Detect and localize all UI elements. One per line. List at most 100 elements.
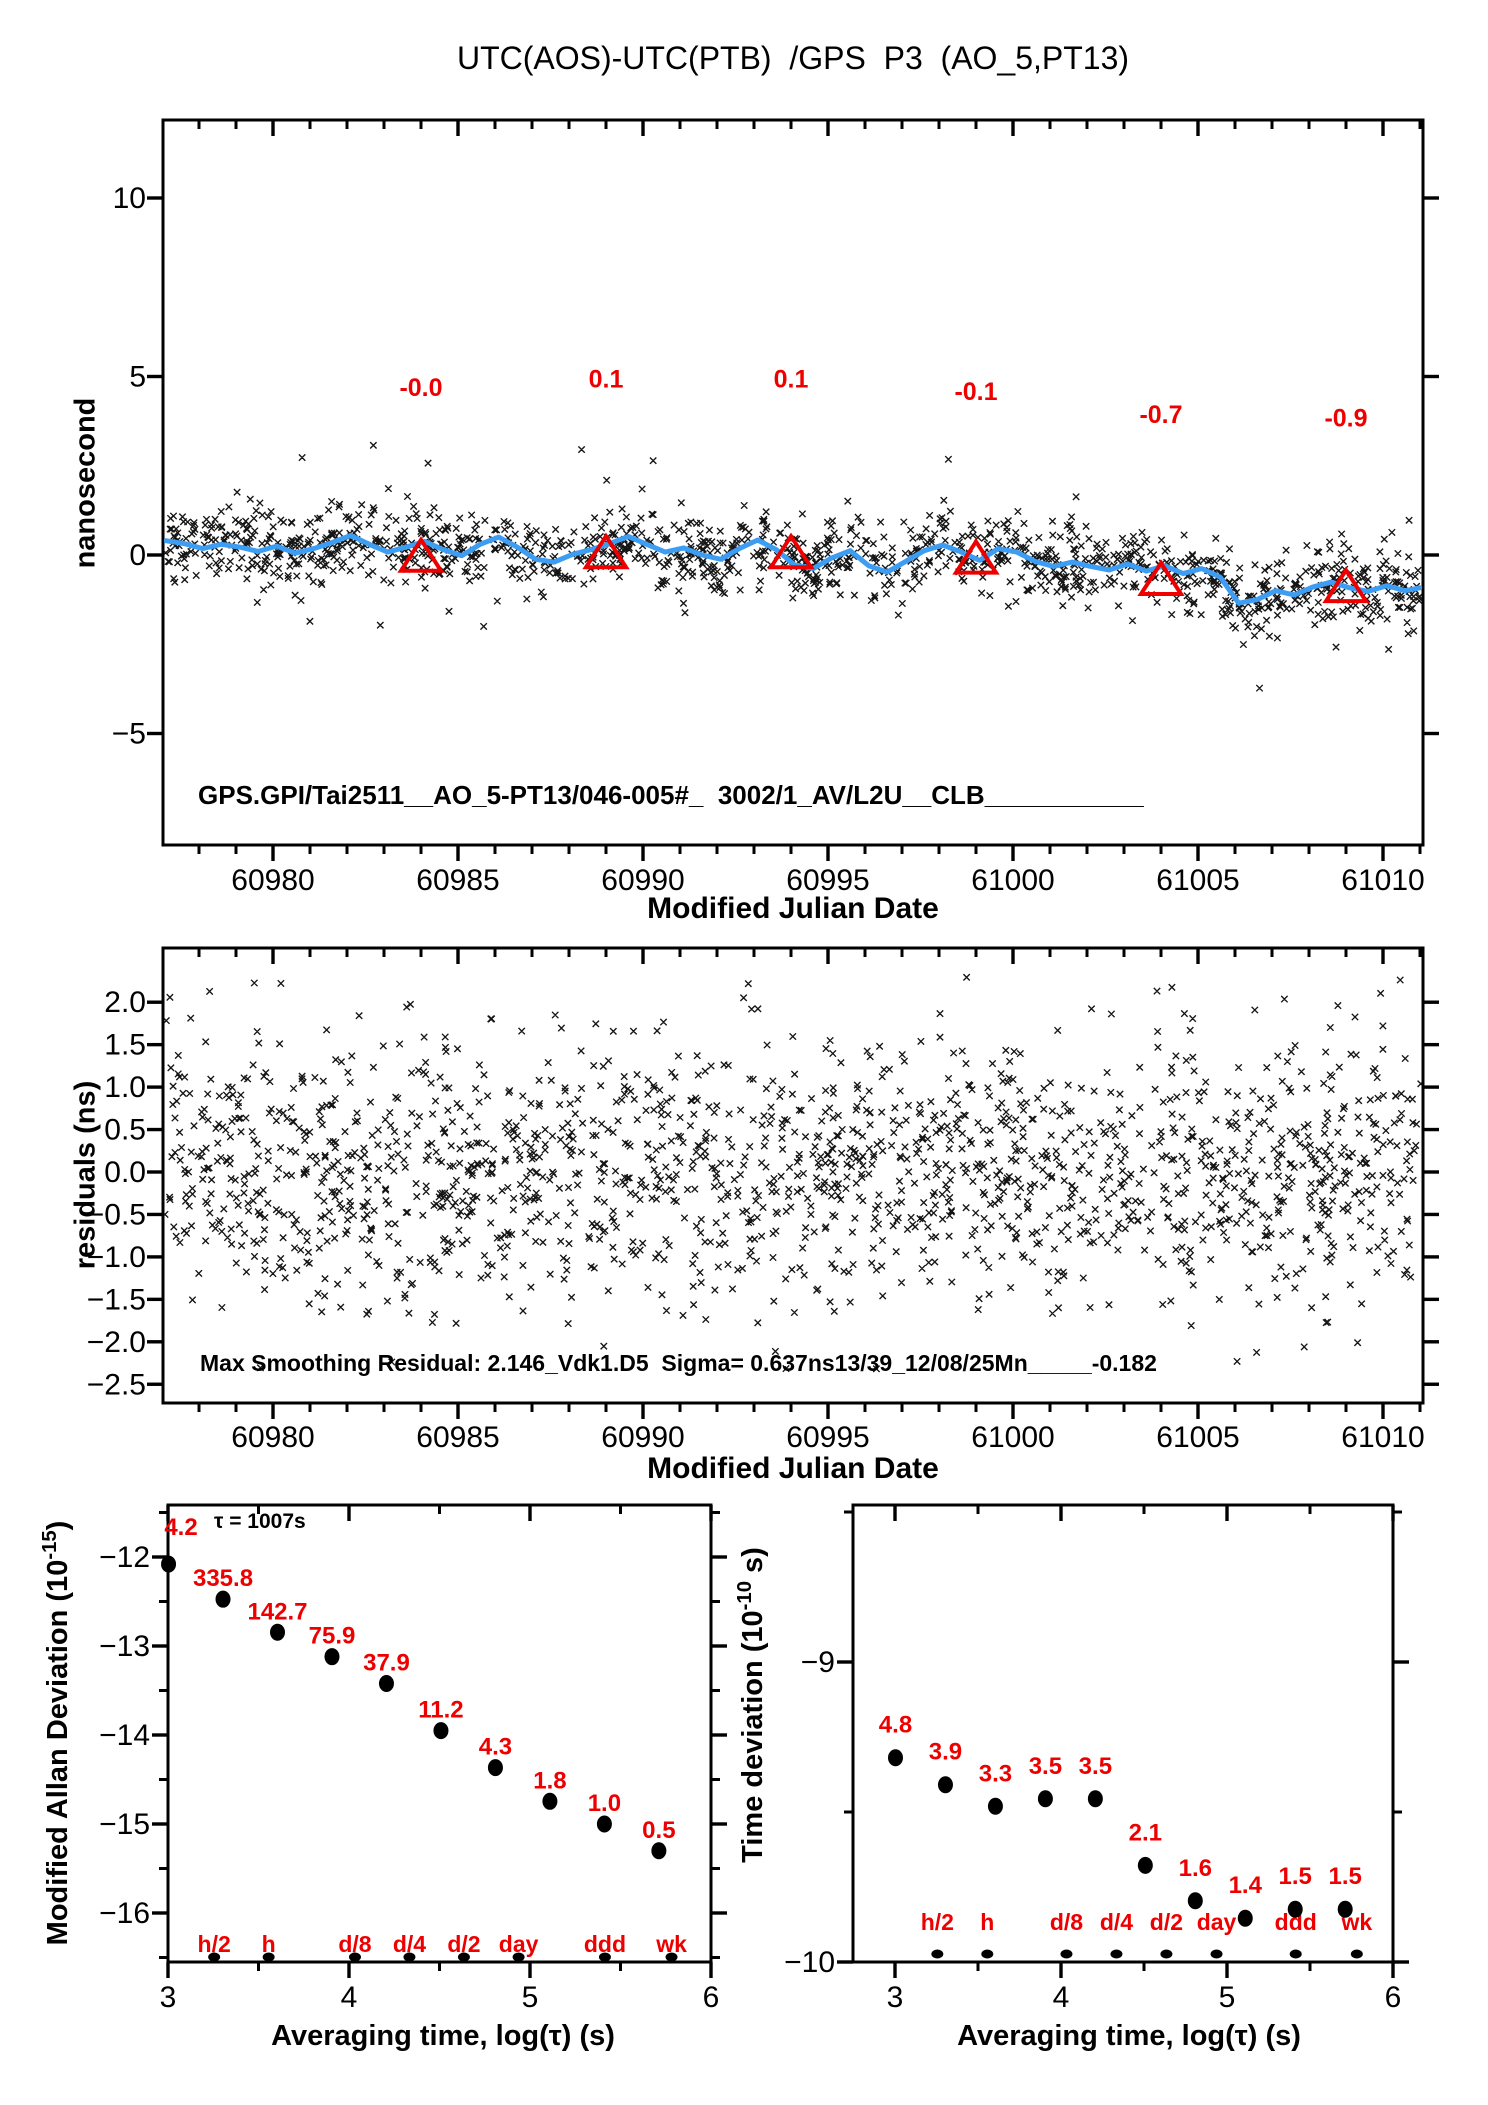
svg-text:1.6: 1.6 [1179, 1855, 1212, 1882]
residuals-frame: 60980 60985 60990 60995 61000 61005 61010 2.0 1.… [87, 946, 1439, 1454]
svg-text:d/2: d/2 [447, 1931, 480, 1957]
tdev-data-point [937, 1776, 953, 1794]
mdev-yaxis-exponent: -15 [39, 1530, 62, 1560]
svg-text:5: 5 [129, 361, 146, 394]
mdev-data-point [215, 1590, 231, 1608]
time-marker-dot [1210, 1949, 1223, 1959]
svg-text:60990: 60990 [601, 864, 684, 897]
svg-text:h/2: h/2 [198, 1931, 231, 1957]
mdev-data-point [324, 1648, 340, 1666]
mdev-data-point [161, 1555, 177, 1573]
svg-text:wk: wk [655, 1931, 687, 1957]
mdev-data-point [378, 1674, 394, 1692]
svg-text:4: 4 [341, 1981, 358, 2014]
svg-text:60985: 60985 [416, 864, 499, 897]
svg-text:1.4: 1.4 [1229, 1872, 1263, 1899]
svg-text:d/8: d/8 [338, 1931, 371, 1957]
svg-text:0.1: 0.1 [589, 365, 624, 393]
mid-xaxis-title: Modified Julian Date [647, 1452, 939, 1485]
time-marker-dot [981, 1949, 994, 1959]
tdev-data-point [1137, 1856, 1153, 1874]
svg-text:75.9: 75.9 [309, 1623, 356, 1650]
svg-text:−2.5: −2.5 [87, 1368, 146, 1401]
svg-text:1.0: 1.0 [104, 1071, 146, 1104]
svg-text:4.2: 4.2 [164, 1514, 197, 1541]
svg-text:61005: 61005 [1156, 864, 1239, 897]
top-plot-annotation: GPS.GPI/Tai2511__AO_5-PT13/046-005#_ 300… [198, 780, 1144, 810]
tdev-yaxis-title: Time deviation (10-10 s) [734, 1547, 770, 1863]
tdev-xaxis-title: Averaging time, log(τ) (s) [957, 2020, 1301, 2052]
svg-text:−15: −15 [99, 1808, 150, 1841]
tau-annotation: τ = 1007s [214, 1510, 306, 1533]
svg-text:−16: −16 [99, 1897, 150, 1930]
tdev-data-point [987, 1797, 1003, 1815]
mdev-data-point [433, 1722, 449, 1740]
utc_diff-frame: 60980 60985 60990 60995 61000 61005 61010 10 5 0 −… [112, 118, 1439, 897]
svg-text:60980: 60980 [231, 864, 314, 897]
svg-text:61010: 61010 [1341, 1421, 1424, 1454]
svg-text:−1.5: −1.5 [87, 1283, 146, 1316]
svg-text:−2.0: −2.0 [87, 1326, 146, 1359]
svg-text:37.9: 37.9 [363, 1649, 410, 1676]
svg-text:60995: 60995 [786, 864, 869, 897]
svg-text:3.5: 3.5 [1029, 1753, 1062, 1780]
svg-text:2.1: 2.1 [1129, 1819, 1162, 1846]
mdev-points: h/2 h d/8 d/4 d/2 day ddd wk 4.2 335.8 142.775.9 37… [161, 1514, 687, 1962]
mdev-data-point [270, 1623, 286, 1641]
mdev-data-point [542, 1792, 558, 1810]
svg-text:day: day [499, 1931, 539, 1957]
tdev-data-point [887, 1749, 903, 1767]
time-marker-dot [1289, 1949, 1302, 1959]
svg-text:−12: −12 [99, 1541, 150, 1574]
svg-text:-0.0: -0.0 [399, 374, 442, 402]
svg-text:1.8: 1.8 [533, 1767, 566, 1794]
svg-text:day: day [1197, 1909, 1237, 1935]
svg-text:0.1: 0.1 [774, 365, 809, 393]
svg-text:6: 6 [1385, 1981, 1402, 2014]
mdev-yaxis-title: Modified Allan Deviation (10-15) [39, 1521, 75, 1946]
svg-text:−10: −10 [784, 1946, 835, 1979]
time-marker-dot [1060, 1949, 1073, 1959]
svg-text:d/8: d/8 [1050, 1909, 1083, 1935]
top-xaxis-title: Modified Julian Date [647, 892, 939, 925]
svg-text:3.5: 3.5 [1079, 1753, 1112, 1780]
svg-text:2.0: 2.0 [104, 986, 146, 1019]
utc_diff-calibration-triangles: -0.0 0.1 0.1 -0.1 -0.7 -0.9 [397, 365, 1370, 604]
time-marker-dot [348, 1952, 361, 1962]
svg-text:0.5: 0.5 [104, 1114, 146, 1147]
tdev-frame: 3 4 5 6 −9 −10 [784, 1503, 1409, 2014]
mdev-frame: 3 4 5 6 −12 −13 −14 −15 −16 [99, 1503, 727, 2014]
svg-text:1.5: 1.5 [1329, 1863, 1362, 1890]
time-marker-dot [931, 1949, 944, 1959]
tdev-data-point [1287, 1900, 1303, 1918]
svg-text:0.5: 0.5 [642, 1817, 675, 1844]
mid-yaxis-title: residuals (ns) [69, 1080, 102, 1270]
svg-text:6: 6 [703, 1981, 720, 2014]
svg-text:60990: 60990 [601, 1421, 684, 1454]
tdev-yaxis-suffix: s) [736, 1547, 769, 1582]
svg-text:−9: −9 [801, 1646, 835, 1679]
svg-text:5: 5 [1219, 1981, 1236, 2014]
svg-text:3: 3 [160, 1981, 177, 2014]
svg-text:60985: 60985 [416, 1421, 499, 1454]
tdev-data-point [1037, 1790, 1053, 1808]
time-marker-dot [208, 1952, 221, 1962]
tdev-yaxis-exponent: -10 [734, 1581, 757, 1611]
svg-text:3.9: 3.9 [929, 1739, 962, 1766]
utc_diff-smoothing-line [164, 532, 1422, 606]
svg-text:3: 3 [887, 1981, 904, 2014]
svg-text:0: 0 [129, 539, 146, 572]
mdev-xaxis-title: Averaging time, log(τ) (s) [271, 2020, 615, 2052]
tdev-data-point [1187, 1892, 1203, 1910]
svg-text:−0.5: −0.5 [87, 1198, 146, 1231]
svg-text:4.3: 4.3 [479, 1734, 512, 1761]
tdev-yaxis-title-text: Time deviation (10 [736, 1610, 769, 1863]
svg-text:11.2: 11.2 [418, 1697, 463, 1724]
time-marker-dot [1160, 1949, 1173, 1959]
svg-text:5: 5 [522, 1981, 539, 2014]
mdev-data-point [651, 1842, 667, 1860]
svg-text:1.5: 1.5 [1279, 1863, 1312, 1890]
time-marker-dot [598, 1952, 611, 1962]
svg-text:335.8: 335.8 [193, 1565, 253, 1592]
svg-text:d/4: d/4 [1100, 1909, 1133, 1935]
